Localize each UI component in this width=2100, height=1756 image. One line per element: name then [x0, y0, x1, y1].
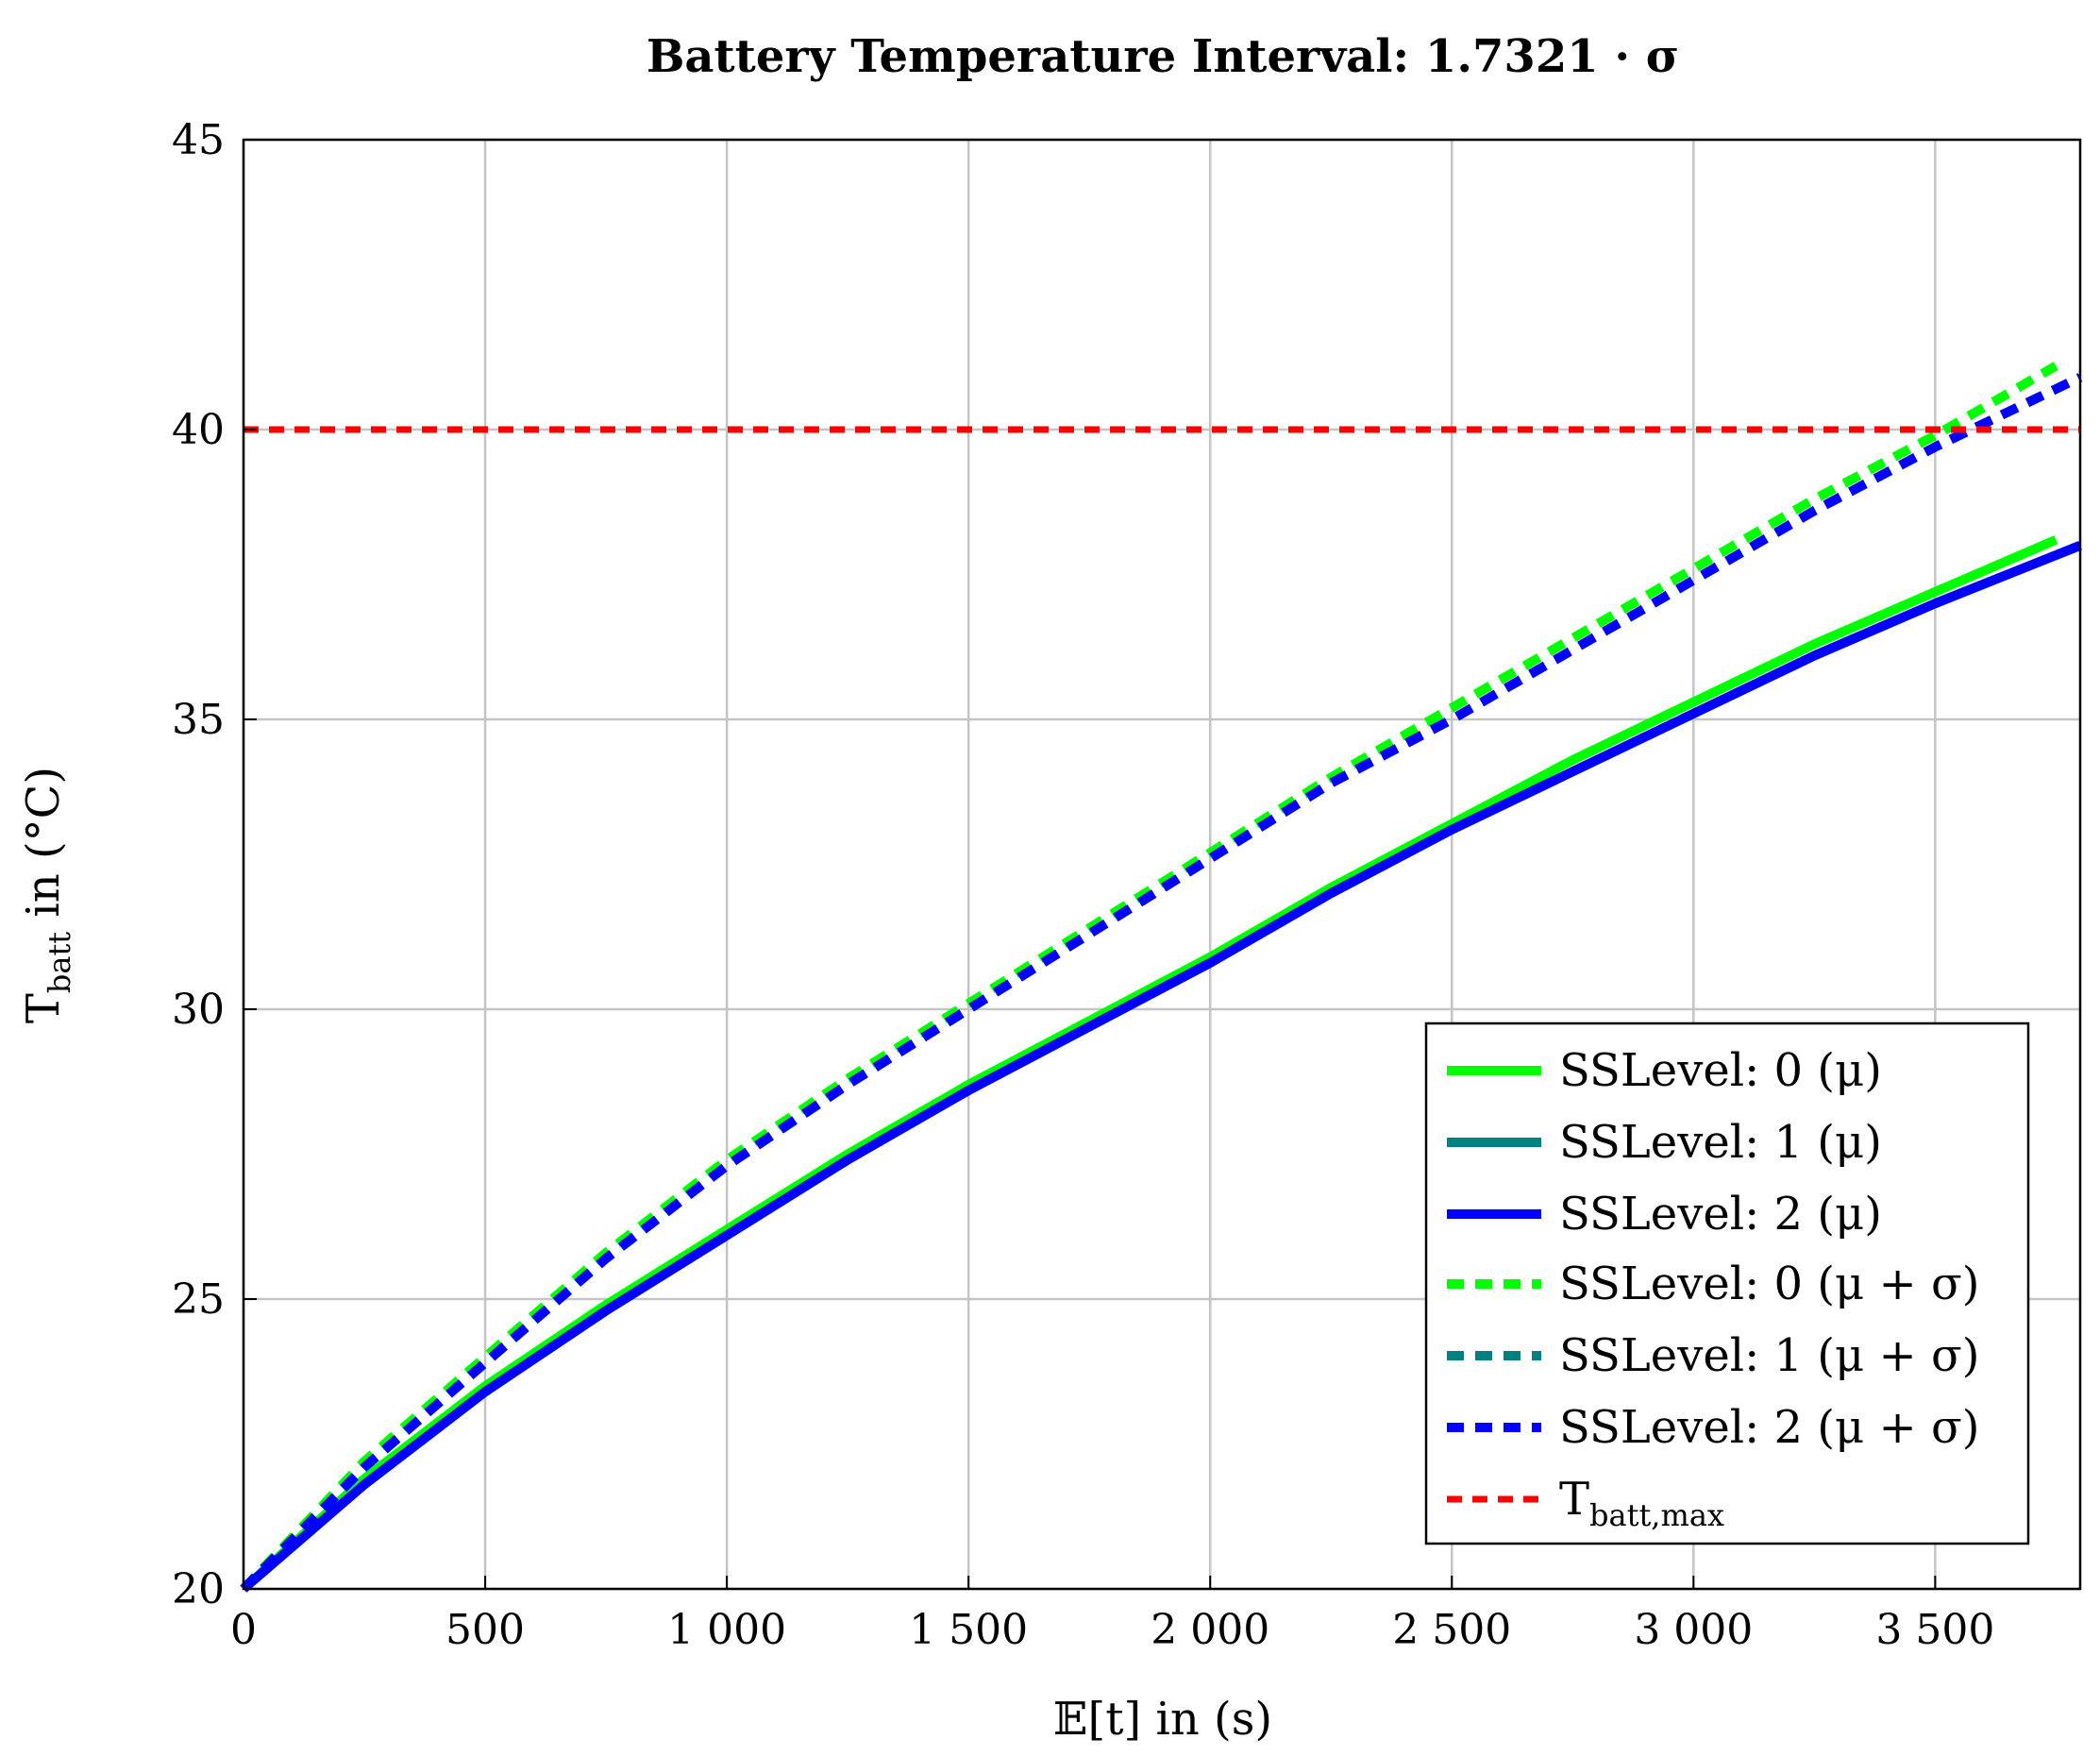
y-tick-label: 40	[172, 406, 225, 454]
y-axis-label-main: T	[17, 993, 70, 1023]
legend: SSLevel: 0 (μ) SSLevel: 1 (μ) SSLevel: 2…	[1424, 1022, 2030, 1545]
legend-label-sslevel-1-mu-sigma: SSLevel: 1 (μ + σ)	[1559, 1329, 1979, 1382]
series-line-sslevel-0	[240, 362, 2058, 1593]
x-tick-label: 2 000	[1151, 1606, 1269, 1654]
y-tick-label: 25	[172, 1275, 225, 1324]
x-tick-label: 2 500	[1392, 1606, 1511, 1654]
y-axis-label: Tbatt in (°C)	[17, 767, 77, 1023]
x-tick-label: 3 000	[1634, 1606, 1753, 1654]
x-tick-label: 1 500	[909, 1606, 1028, 1654]
series-line-sslevel-0	[240, 535, 2058, 1593]
y-tick-label: 20	[172, 1565, 225, 1613]
y-tick-label: 45	[172, 116, 225, 164]
axis-ticks: 0 500 1 000 1 500 2 000 2 500 3 000 3 500 20 25 30…	[172, 116, 1994, 1654]
legend-label-sslevel-2-mu: SSLevel: 2 (μ)	[1559, 1188, 1882, 1241]
legend-label-tbatt-max-sub: batt,max	[1589, 1497, 1724, 1533]
y-axis-label-sub: batt	[42, 932, 77, 993]
x-tick-label: 1 000	[667, 1606, 786, 1654]
y-tick-label: 30	[172, 986, 225, 1034]
legend-label-tbatt-max-main: T	[1559, 1473, 1589, 1526]
y-tick-label: 35	[172, 696, 225, 744]
x-tick-label: 3 500	[1875, 1606, 1994, 1654]
plot-frame	[242, 138, 2082, 1591]
series-line-sslevel-2	[240, 541, 2082, 1593]
x-tick-label: 500	[445, 1606, 525, 1654]
legend-label-sslevel-0-mu: SSLevel: 0 (μ)	[1559, 1044, 1882, 1097]
legend-label-sslevel-2-mu-sigma: SSLevel: 2 (μ + σ)	[1559, 1401, 1979, 1454]
series-line-sslevel-2	[240, 373, 2083, 1593]
legend-label-tbatt-max: Tbatt,max	[1559, 1473, 1724, 1533]
legend-label-sslevel-0-mu-sigma: SSLevel: 0 (μ + σ)	[1559, 1258, 1979, 1310]
x-tick-label: 0	[230, 1606, 257, 1654]
series-layer	[240, 362, 2083, 1593]
x-axis-label: 𝔼[t] in (s)	[1053, 1693, 1272, 1746]
legend-box	[1424, 1022, 2030, 1545]
y-axis-label-rest: in (°C)	[17, 767, 70, 932]
chart-title: Battery Temperature Interval: 1.7321 · σ	[647, 30, 1679, 83]
legend-label-sslevel-1-mu: SSLevel: 1 (μ)	[1559, 1116, 1882, 1169]
